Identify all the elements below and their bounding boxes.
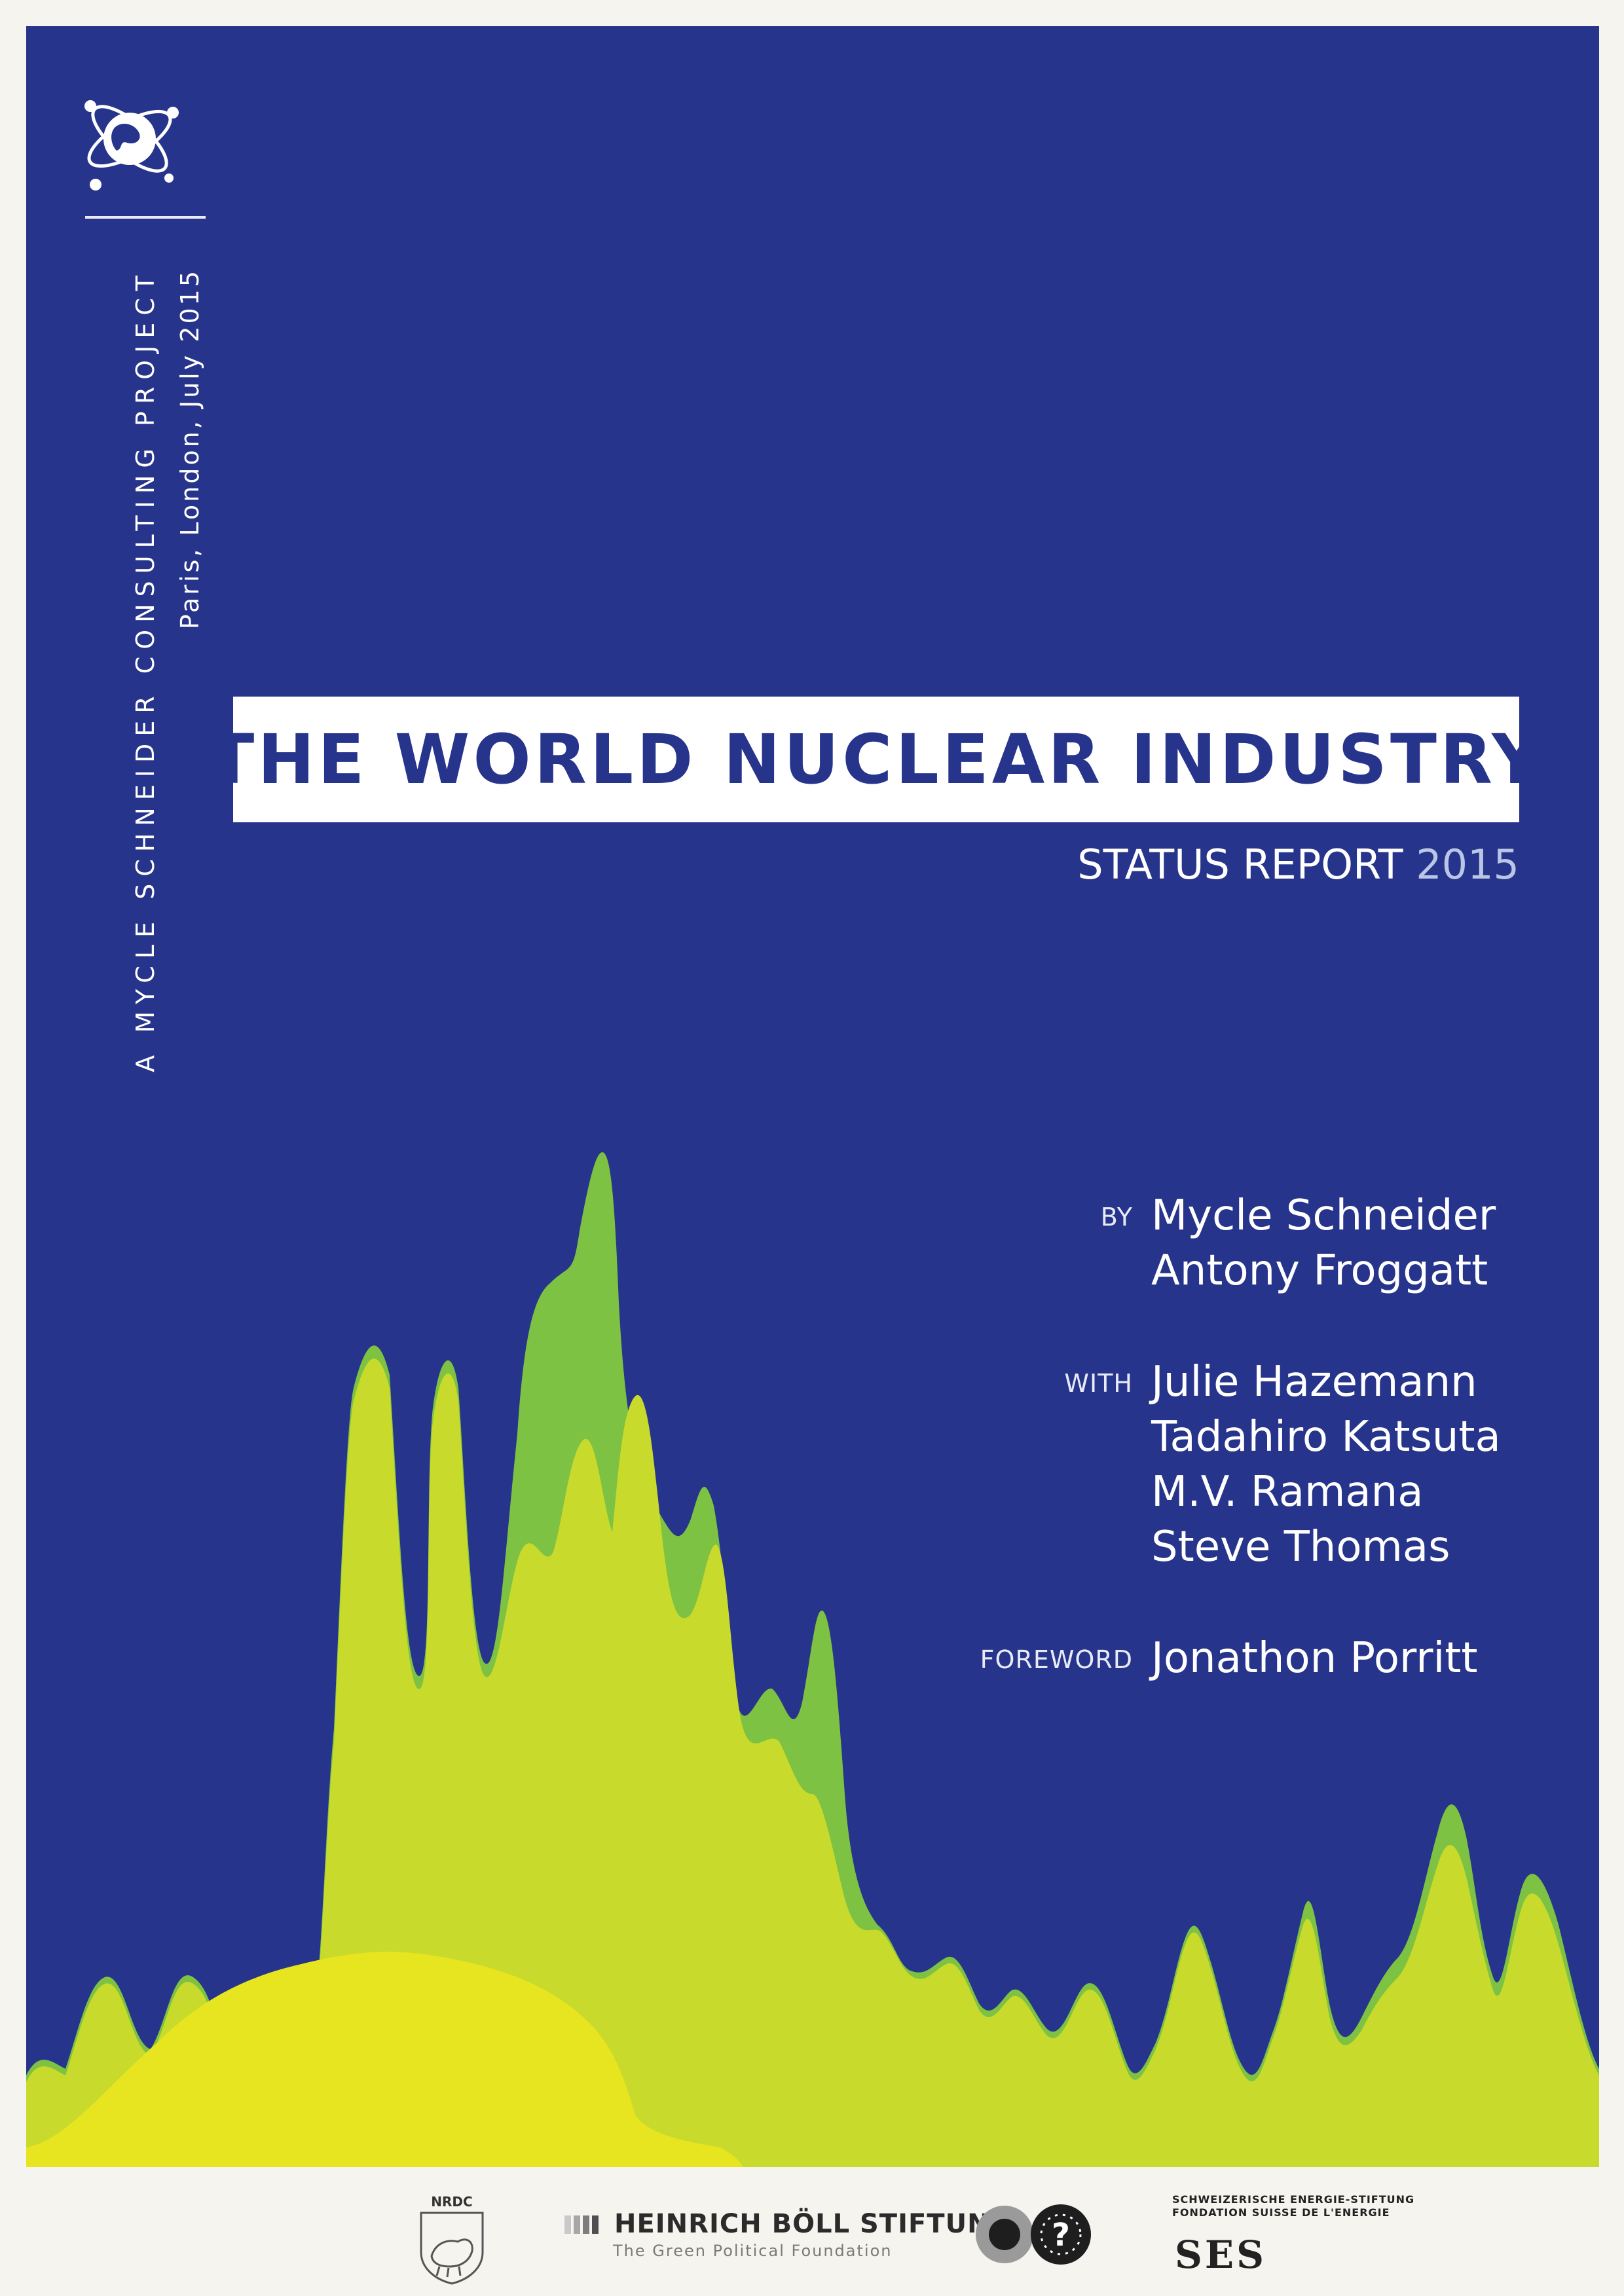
report-cover: A MYCLE SCHNEIDER CONSULTING PROJECT Par… (26, 26, 1599, 2167)
ses-line-french: FONDATION SUISSE DE L'ENERGIE (1172, 2206, 1390, 2219)
title-banner: THE WORLD NUCLEAR INDUSTRY (208, 697, 1541, 822)
project-line: A MYCLE SCHNEIDER CONSULTING PROJECT (131, 268, 160, 1072)
report-subtitle: STATUS REPORT 2015 (1077, 841, 1519, 888)
atom-globe-icon (84, 100, 179, 191)
credit-row-by: BY Mycle Schneider Antony Froggatt (877, 1188, 1532, 1298)
boell-bars-icon (564, 2215, 599, 2234)
ses-mark: SES (1175, 2232, 1266, 2277)
credit-row-foreword: FOREWORD Jonathon Porritt (877, 1631, 1532, 1686)
boell-subtitle: The Green Political Foundation (613, 2242, 893, 2260)
author-name: Mycle Schneider (1151, 1192, 1496, 1240)
subtitle-text: STATUS REPORT (1077, 841, 1403, 888)
contributor-name: M.V. Ramana (1151, 1468, 1424, 1516)
partner-seals: ? (976, 2204, 1091, 2265)
sunflower-icon (976, 2206, 1033, 2263)
credit-label: FOREWORD (980, 1645, 1133, 1674)
boell-logo: HEINRICH BÖLL STIFTUNG The Green Politic… (562, 2209, 1011, 2281)
credit-row-with: WITH Julie Hazemann Tadahiro Katsuta M.V… (877, 1355, 1532, 1575)
sponsor-logos: NRDC HEINRICH BÖLL STIFTUNG The Green Po… (0, 2167, 1624, 2296)
side-divider (85, 216, 206, 219)
svg-text:?: ? (1052, 2217, 1070, 2253)
eu-stars-icon: ? (1031, 2204, 1091, 2265)
contributor-name: Tadahiro Katsuta (1151, 1413, 1501, 1461)
boell-title: HEINRICH BÖLL STIFTUNG (614, 2209, 1012, 2239)
polar-bear-icon (430, 2238, 473, 2278)
chart-layer-front (26, 1952, 743, 2167)
subtitle-year: 2015 (1416, 841, 1519, 888)
place-date: Paris, London, July 2015 (175, 268, 204, 630)
nrdc-label: NRDC (431, 2194, 472, 2210)
decorative-area-chart (26, 1152, 1599, 2167)
credit-label: WITH (1064, 1369, 1133, 1398)
contributor-name: Steve Thomas (1151, 1523, 1450, 1571)
foreword-name: Jonathon Porritt (1151, 1634, 1478, 1683)
credits-block: BY Mycle Schneider Antony Froggatt WITH … (877, 1188, 1532, 1686)
ses-logo: SCHWEIZERISCHE ENERGIE-STIFTUNG FONDATIO… (1172, 2193, 1447, 2285)
contributor-name: Julie Hazemann (1151, 1358, 1477, 1406)
report-title: THE WORLD NUCLEAR INDUSTRY (208, 720, 1545, 799)
nrdc-logo: NRDC (420, 2194, 484, 2285)
ses-line-german: SCHWEIZERISCHE ENERGIE-STIFTUNG (1172, 2193, 1415, 2206)
credit-label: BY (1100, 1203, 1133, 1231)
author-name: Antony Froggatt (1151, 1247, 1488, 1295)
